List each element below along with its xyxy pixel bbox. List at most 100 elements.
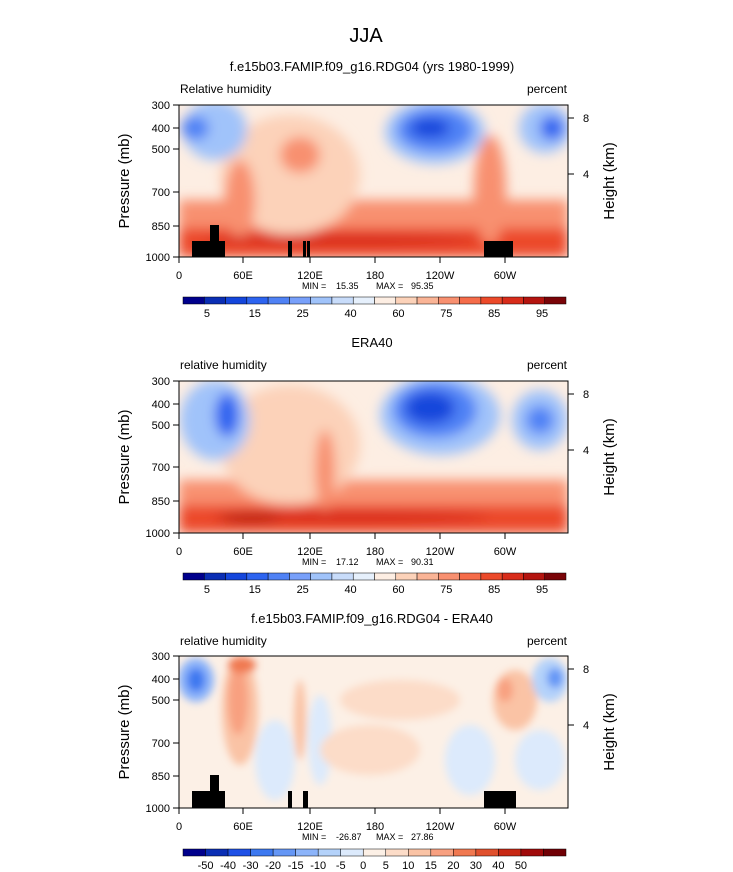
y-ticks: 300 400 500 700 850 1000 [146,376,179,540]
x-tick-label: 180 [366,546,384,558]
colorbar-box [480,572,503,581]
colorbar-box [520,848,544,857]
colorbar-label: 5 [204,308,210,320]
colorbar-label: 85 [488,308,500,320]
x-tick-label: 60W [494,546,517,558]
colorbar-box [543,848,567,857]
colorbar-label: 40 [344,308,356,320]
y-tick-label: 700 [152,738,170,750]
colorbar-box [416,296,439,305]
y-tick-label: 700 [152,462,170,474]
colorbar-box [480,296,503,305]
y2-axis-label: Height (km) [601,693,618,771]
y-tick-label: 300 [152,100,170,112]
heatmap-field [179,105,568,257]
y-ticks: 300 400 500 700 850 1000 [146,100,179,264]
colorbar-box [289,572,311,581]
y2-tick-label: 8 [583,389,589,401]
colorbar-box [459,296,482,305]
min-value: 17.12 [336,557,359,567]
colorbar-label: -40 [220,860,236,872]
y-ticks: 300 400 500 700 850 1000 [146,651,179,815]
colorbar: 5 15 25 40 60 75 85 95 [182,296,567,320]
min-max-stats: MIN = 15.35 MAX = 95.35 [302,281,434,291]
colorbar-box [385,848,409,857]
x-tick-label: 60E [233,270,253,282]
max-label: MAX = [376,557,403,567]
colorbar: -50 -40 -30 -20 -15 -10 -5 0 5 10 15 20 30 40 50 [182,848,567,872]
x-tick-label: 60W [494,270,517,282]
colorbar-label: -30 [243,860,259,872]
x-tick-label: 120E [297,270,323,282]
min-label: MIN = [302,281,326,291]
colorbar-label: 5 [383,860,389,872]
colorbar-box [438,572,460,581]
y2-axis-label: Height (km) [601,418,618,496]
panel-difference: f.e15b03.FAMIP.f09_g16.RDG04 - ERA40 rel… [116,611,618,872]
colorbar-box [544,296,567,305]
colorbar-label: 15 [249,584,261,596]
units-label: percent [527,358,568,372]
colorbar-box [374,572,397,581]
y-tick-label: 1000 [146,528,170,540]
colorbar-box [182,848,206,857]
colorbar-box [295,848,319,857]
y-tick-label: 400 [152,674,170,686]
colorbar-box [289,296,311,305]
min-value: 15.35 [336,281,359,291]
colorbar-label: -10 [310,860,326,872]
colorbar-box [272,848,296,857]
colorbar-label: 5 [204,584,210,596]
colorbar-box [475,848,499,857]
y-tick-label: 1000 [146,803,170,815]
colorbar-box [250,848,274,857]
colorbar-box [430,848,454,857]
y2-ticks: 8 4 [568,389,589,457]
y2-tick-label: 4 [583,169,589,181]
colorbar-box [523,572,545,581]
x-tick-label: 60E [233,821,253,833]
colorbar-label: 75 [440,308,452,320]
x-tick-label: 120E [297,821,323,833]
colorbar-box [310,296,333,305]
left-label: relative humidity [180,634,267,648]
colorbar-box [395,296,418,305]
y-axis-label: Pressure (mb) [116,684,133,779]
colorbar-box [310,572,333,581]
colorbar-box [395,572,418,581]
y-tick-label: 850 [152,221,170,233]
left-label: relative humidity [180,358,267,372]
x-tick-label: 0 [176,821,182,833]
y-tick-label: 850 [152,496,170,508]
colorbar-box [331,296,354,305]
colorbar-box [267,572,290,581]
x-tick-label: 120E [297,546,323,558]
min-max-stats: MIN = 17.12 MAX = 90.31 [302,557,434,567]
panel-title: f.e15b03.FAMIP.f09_g16.RDG04 (yrs 1980-1… [230,59,515,74]
colorbar-box [352,296,375,305]
y-tick-label: 300 [152,651,170,663]
y-tick-label: 500 [152,695,170,707]
y-tick-label: 300 [152,376,170,388]
colorbar-label: 95 [536,584,548,596]
colorbar-label: 40 [492,860,504,872]
x-tick-label: 120W [426,821,455,833]
panel-model: f.e15b03.FAMIP.f09_g16.RDG04 (yrs 1980-1… [116,59,618,320]
colorbar-box [523,296,545,305]
colorbar-label: 10 [402,860,414,872]
x-tick-label: 60W [494,821,517,833]
y-tick-label: 1000 [146,252,170,264]
y2-ticks: 8 4 [568,113,589,181]
left-label: Relative humidity [180,82,271,96]
colorbar-label: 50 [515,860,527,872]
colorbar-box [204,296,226,305]
x-tick-label: 180 [366,270,384,282]
colorbar-box [352,572,375,581]
x-ticks: 0 60E 120E 180 120W 60W [176,257,517,282]
colorbar-label: 20 [447,860,459,872]
colorbar-box [267,296,290,305]
colorbar-label: -20 [265,860,281,872]
colorbar-box [408,848,432,857]
colorbar-box [459,572,482,581]
colorbar-label: 95 [536,308,548,320]
